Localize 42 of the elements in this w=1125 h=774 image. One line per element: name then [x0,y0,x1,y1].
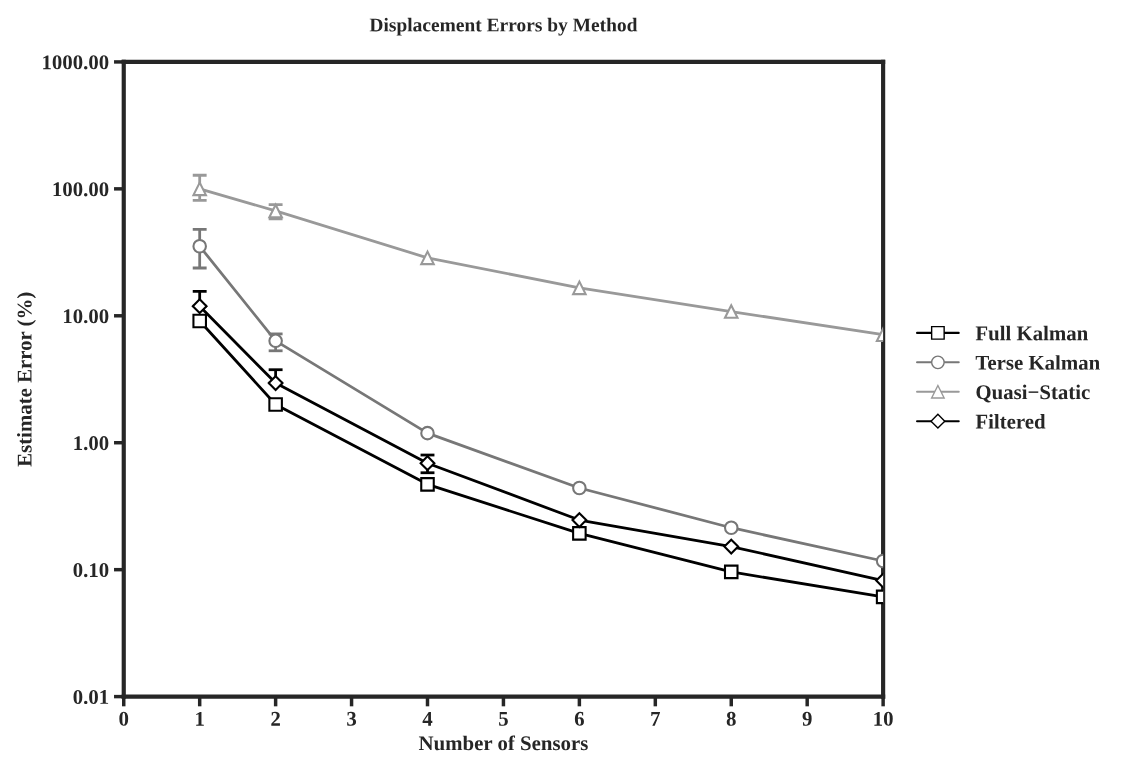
x-tick-label: 4 [422,711,433,726]
x-tick-label: 9 [802,711,812,726]
point [723,304,739,319]
legend-label: Full Kalman [975,325,1088,341]
x-tick-label: 8 [726,711,736,726]
x-tick-label: 7 [651,712,661,726]
legend-label: Quasi−Static [976,384,1090,403]
point [723,520,739,536]
x-tick-label: 1 [196,711,204,726]
y-tick-label: 10.00 [63,309,109,324]
y-tick-label: 100.00 [53,182,109,197]
legend-label: Filtered [975,414,1046,429]
point [572,280,587,296]
point [723,538,740,555]
chart-title: Displacement Errors by Method [369,17,638,36]
x-tick-label: 2 [271,711,280,726]
x-tick-label: 0 [119,711,129,726]
y-axis-title: Estimate Error (%) [17,292,36,467]
y-tick-label: 1000.00 [43,55,109,70]
x-tick-label: 10 [874,711,893,726]
x-tick-label: 6 [574,711,584,726]
point [572,526,587,541]
point [723,564,739,580]
y-tick-label: 0.10 [73,563,109,578]
point [192,181,207,197]
x-axis-title: Number of Sensors [418,735,588,751]
point [420,250,435,266]
point [192,238,207,254]
point [572,480,587,496]
y-tick-label: 1.00 [74,436,109,451]
point [420,425,435,441]
point [420,477,435,492]
point [191,298,208,315]
x-tick-label: 3 [347,711,357,726]
point [268,333,283,349]
y-tick-label: 0.01 [73,689,109,705]
x-tick-label: 5 [499,712,508,726]
point [268,397,283,412]
point [267,375,284,391]
legend-label: Terse Kalman [975,355,1100,370]
point [192,313,207,329]
point [571,512,588,528]
